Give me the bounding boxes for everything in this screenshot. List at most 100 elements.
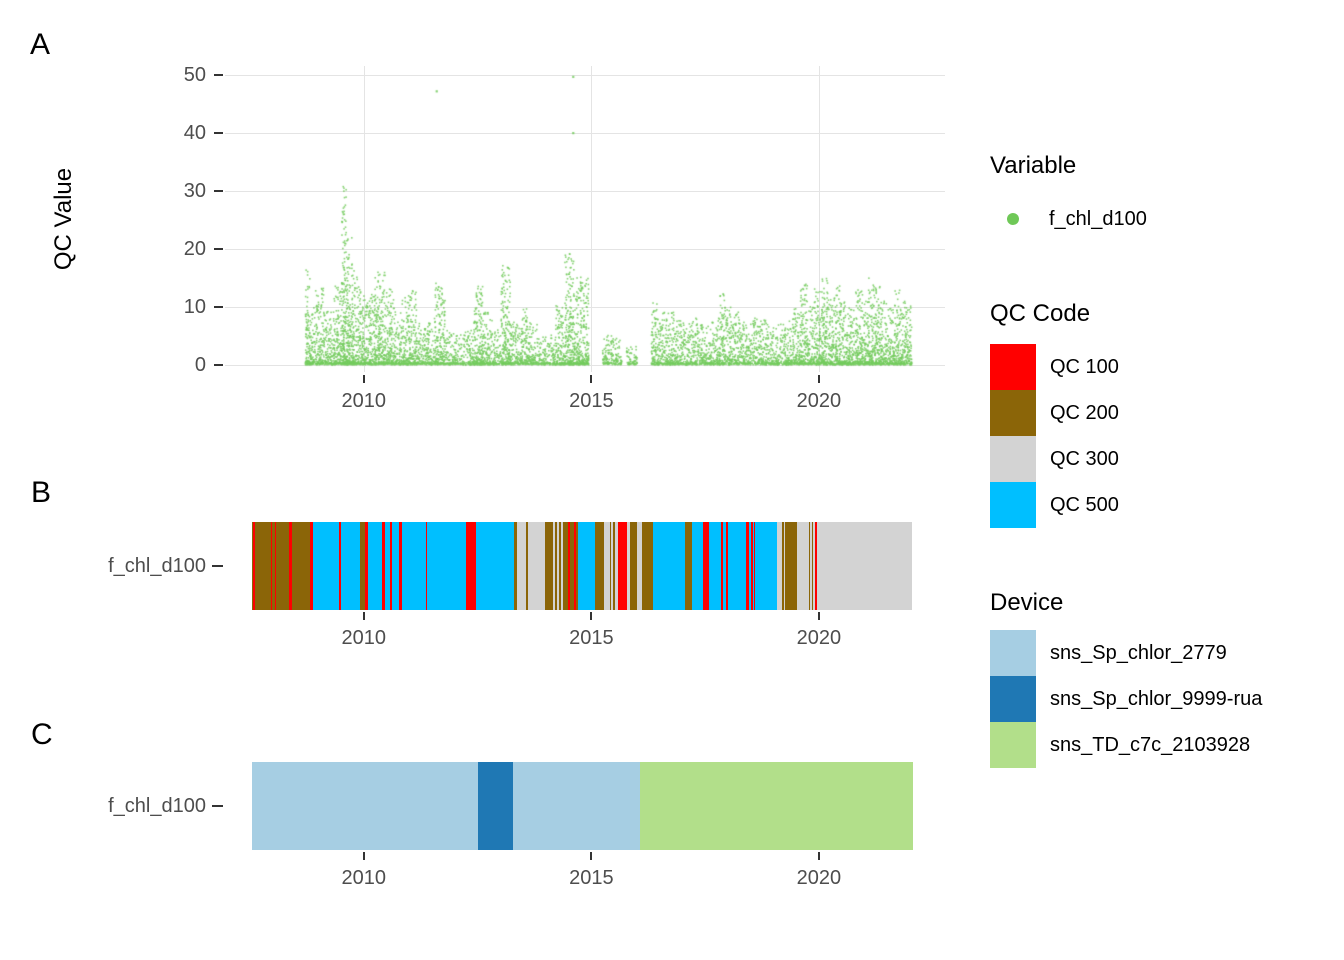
qc-code-segment (364, 522, 369, 610)
x-tick-label: 2015 (569, 390, 614, 412)
qc-code-segment (568, 522, 571, 610)
qc-code-segment (610, 522, 612, 610)
qc-code-segment (813, 522, 816, 610)
x-tick-label: 2020 (796, 390, 842, 412)
qc-code-segment (641, 522, 653, 610)
qc-code-segment (752, 522, 754, 610)
qc-code-segment (722, 522, 726, 610)
x-tick (817, 375, 820, 383)
qc-code-segment (575, 522, 579, 610)
qc-code-segment (392, 522, 400, 610)
qc-code-segment (252, 522, 253, 610)
qc-code-segment (368, 522, 383, 610)
y-tick (214, 190, 223, 192)
qc-code-segment (797, 522, 810, 610)
x-tick-label: 2020 (796, 627, 842, 649)
x-tick (817, 612, 820, 620)
x-tick-label: 2010 (341, 627, 387, 649)
qc-code-segment (514, 522, 518, 610)
panel-c-row-tick (212, 805, 223, 807)
qc-code-segment (517, 522, 527, 610)
device1-swatch (990, 630, 1036, 676)
qc-code-segment (254, 522, 271, 610)
x-tick-label: 2010 (341, 867, 387, 889)
qc-code-bar (252, 522, 913, 610)
qc-code-segment (745, 522, 749, 610)
qc-code-segment (604, 522, 611, 610)
device-segment (639, 762, 913, 850)
device-segment (513, 762, 640, 850)
x-tick (362, 612, 365, 620)
legend-qc300-label: QC 300 (1050, 448, 1119, 470)
qc-code-segment (288, 522, 292, 610)
qc-code-segment (528, 522, 546, 610)
qc-code-segment (555, 522, 558, 610)
legend-qc200-label: QC 200 (1050, 402, 1119, 424)
x-tick-label: 2015 (569, 867, 614, 889)
variable-dot-swatch (1007, 213, 1019, 225)
y-tick-label: 20 (183, 238, 206, 260)
qc-code-segment (611, 522, 614, 610)
qc-code-segment (785, 522, 798, 610)
qc-code-segment (270, 522, 273, 610)
legend-qc500-label: QC 500 (1050, 494, 1119, 516)
qc-code-segment (291, 522, 310, 610)
y-tick-label: 50 (183, 64, 206, 86)
qc-code-segment (812, 522, 814, 610)
qc-code-segment (340, 522, 360, 610)
qc300-swatch (990, 436, 1036, 482)
qc-code-segment (727, 522, 746, 610)
qc-code-segment (617, 522, 627, 610)
legend-device3-label: sns_TD_c7c_2103928 (1050, 734, 1251, 756)
x-tick-label: 2020 (796, 867, 842, 889)
scatter-canvas (225, 66, 945, 372)
qc-code-segment (629, 522, 637, 610)
qc-code-segment (338, 522, 341, 610)
x-tick-label: 2015 (569, 627, 614, 649)
qc-code-segment (574, 522, 576, 610)
y-tick-label: 30 (183, 180, 206, 202)
qc-code-segment (553, 522, 556, 610)
qc-code-segment (276, 522, 289, 610)
device-segment (478, 762, 513, 850)
device2-swatch (990, 676, 1036, 722)
y-axis-title: QC Value (50, 167, 77, 271)
qc-code-segment (754, 522, 777, 610)
qc-code-segment (385, 522, 391, 610)
legend-device2-label: sns_Sp_chlor_9999-rua (1050, 688, 1263, 710)
y-tick (214, 364, 223, 366)
qc-code-segment (557, 522, 560, 610)
y-tick-label: 40 (183, 122, 206, 144)
qc-code-segment (563, 522, 569, 610)
qc-code-segment (526, 522, 529, 610)
qc-code-segment (570, 522, 575, 610)
qc-code-segment (272, 522, 275, 610)
qc-code-segment (426, 522, 467, 610)
qc-code-segment (425, 522, 427, 610)
qc-code-segment (252, 522, 255, 610)
qc-code-segment (817, 522, 913, 610)
y-tick (214, 306, 223, 308)
x-tick (817, 852, 820, 860)
qc-code-segment (390, 522, 393, 610)
qc-code-segment (274, 522, 277, 610)
qc-code-segment (720, 522, 723, 610)
x-tick (590, 612, 593, 620)
qc-code-segment (466, 522, 477, 610)
qc-code-segment (776, 522, 782, 610)
legend-device-title: Device (990, 589, 1064, 616)
qc100-swatch (990, 344, 1036, 390)
qc-code-segment (636, 522, 642, 610)
device-bar (252, 762, 913, 850)
qc-code-segment (652, 522, 685, 610)
qc-code-segment (684, 522, 692, 610)
y-tick-label: 10 (183, 296, 206, 318)
legend-variable-item: f_chl_d100 (1049, 208, 1147, 230)
panel-c-letter: C (31, 718, 53, 751)
qc-code-segment (561, 522, 564, 610)
qc-code-segment (753, 522, 755, 610)
qc-code-segment (595, 522, 605, 610)
qc-code-segment (402, 522, 426, 610)
qc-code-segment (815, 522, 818, 610)
device-segment (252, 762, 478, 850)
